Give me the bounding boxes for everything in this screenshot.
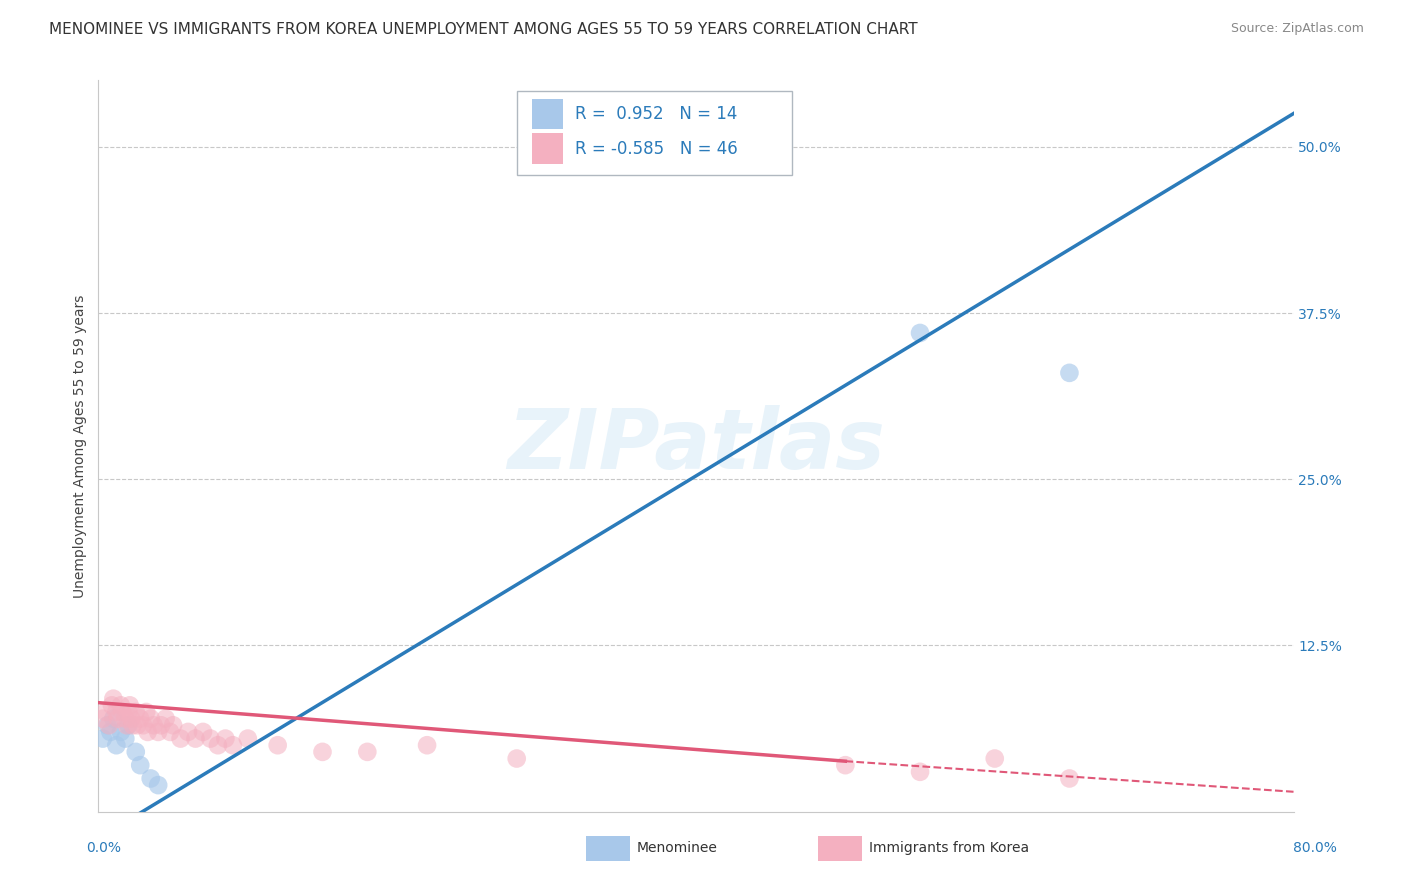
Point — [139, 712, 162, 726]
Point — [207, 738, 229, 752]
Text: 80.0%: 80.0% — [1292, 841, 1337, 855]
Point — [129, 758, 152, 772]
Point — [148, 778, 170, 792]
Point — [214, 731, 236, 746]
Point — [129, 712, 152, 726]
Point — [103, 691, 125, 706]
Point — [110, 698, 132, 713]
Point — [111, 705, 134, 719]
Point — [184, 731, 207, 746]
Point — [150, 718, 173, 732]
FancyBboxPatch shape — [517, 91, 792, 176]
Point — [110, 725, 132, 739]
Text: 0.0%: 0.0% — [87, 841, 121, 855]
Point — [834, 758, 856, 772]
Point — [139, 772, 162, 786]
Point — [142, 718, 165, 732]
Point — [162, 718, 184, 732]
Text: R = -0.585   N = 46: R = -0.585 N = 46 — [575, 139, 738, 158]
Point — [97, 718, 120, 732]
Point — [98, 725, 122, 739]
Point — [236, 731, 259, 746]
Point — [117, 718, 139, 732]
Point — [506, 751, 529, 765]
Text: MENOMINEE VS IMMIGRANTS FROM KOREA UNEMPLOYMENT AMONG AGES 55 TO 59 YEARS CORREL: MENOMINEE VS IMMIGRANTS FROM KOREA UNEMP… — [49, 22, 918, 37]
Point — [115, 718, 138, 732]
Point — [114, 731, 136, 746]
Point — [191, 725, 214, 739]
Text: Menominee: Menominee — [637, 841, 718, 855]
Point — [94, 705, 117, 719]
Point — [200, 731, 222, 746]
Point — [356, 745, 378, 759]
Point — [1059, 772, 1081, 786]
Text: R =  0.952   N = 14: R = 0.952 N = 14 — [575, 105, 738, 123]
Point — [311, 745, 333, 759]
Point — [125, 705, 148, 719]
Point — [105, 738, 128, 752]
FancyBboxPatch shape — [533, 99, 564, 129]
Point — [416, 738, 439, 752]
Point — [107, 712, 129, 726]
Point — [127, 718, 149, 732]
Text: Immigrants from Korea: Immigrants from Korea — [869, 841, 1029, 855]
Point — [125, 745, 148, 759]
Text: Source: ZipAtlas.com: Source: ZipAtlas.com — [1230, 22, 1364, 36]
Point — [96, 718, 118, 732]
Point — [136, 725, 159, 739]
Y-axis label: Unemployment Among Ages 55 to 59 years: Unemployment Among Ages 55 to 59 years — [73, 294, 87, 598]
Point — [91, 712, 114, 726]
Point — [222, 738, 245, 752]
Text: ZIPatlas: ZIPatlas — [508, 406, 884, 486]
Point — [1059, 366, 1081, 380]
FancyBboxPatch shape — [533, 133, 564, 164]
Point — [169, 731, 191, 746]
Point — [148, 725, 170, 739]
Point — [132, 718, 155, 732]
Point — [908, 764, 931, 779]
Point — [101, 698, 124, 713]
Point — [114, 712, 136, 726]
Point — [118, 698, 141, 713]
Point — [908, 326, 931, 340]
Point — [135, 705, 157, 719]
Point — [159, 725, 181, 739]
Point — [120, 712, 142, 726]
Point — [155, 712, 177, 726]
Point — [91, 731, 114, 746]
Point — [105, 705, 128, 719]
Point — [177, 725, 200, 739]
Point — [103, 712, 125, 726]
Point — [117, 705, 139, 719]
Point — [267, 738, 290, 752]
Point — [121, 718, 143, 732]
Point — [984, 751, 1007, 765]
